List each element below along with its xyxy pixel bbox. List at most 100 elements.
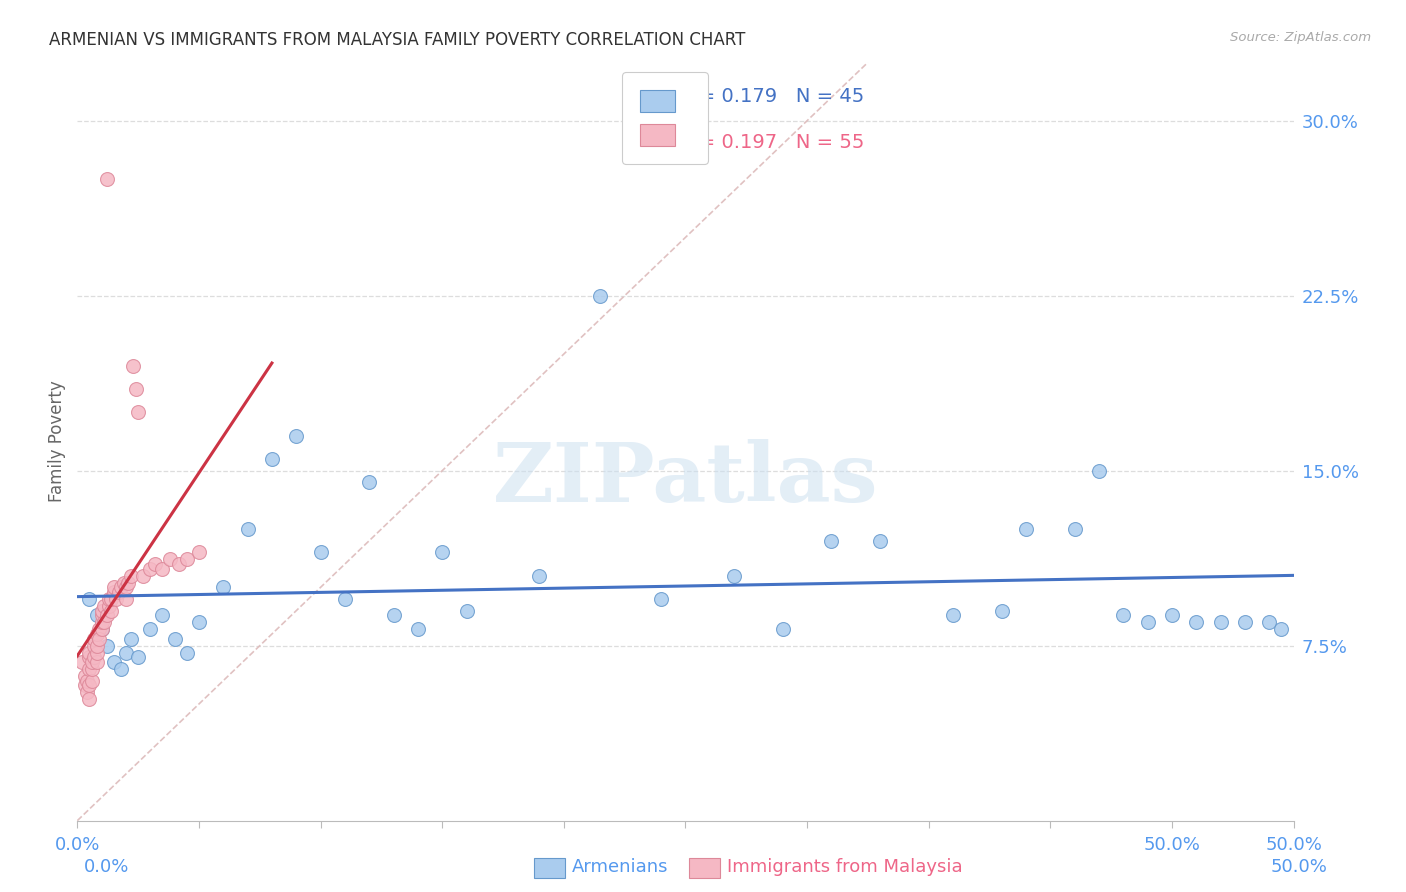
Point: [1063, 522, 1085, 536]
Point: [159, 552, 181, 566]
Point: [529, 568, 551, 582]
Point: [723, 568, 745, 582]
Point: [1112, 608, 1135, 623]
Point: [70, 655, 93, 669]
Point: [1088, 464, 1111, 478]
Point: [820, 533, 842, 548]
Point: [1015, 522, 1038, 536]
Point: [97, 599, 120, 613]
Point: [90, 623, 112, 637]
Text: 50.0%: 50.0%: [1271, 858, 1327, 876]
Point: [79, 678, 101, 692]
Point: [169, 557, 191, 571]
Point: [112, 575, 135, 590]
Point: [143, 557, 166, 571]
Point: [650, 592, 672, 607]
Point: [83, 632, 105, 646]
Point: [120, 632, 142, 646]
Point: [80, 655, 103, 669]
Text: R = 0.179   N = 45: R = 0.179 N = 45: [679, 87, 865, 106]
Point: [127, 650, 149, 665]
Point: [86, 655, 108, 669]
Point: [96, 608, 118, 623]
Point: [117, 575, 139, 590]
Point: [76, 673, 98, 688]
Point: [90, 604, 112, 618]
Point: [260, 452, 283, 467]
Point: [139, 623, 162, 637]
Point: [79, 692, 101, 706]
Point: [1258, 615, 1281, 630]
Point: [110, 580, 132, 594]
Point: [80, 673, 103, 688]
Legend: , : ,: [623, 72, 707, 164]
Point: [285, 428, 308, 442]
Point: [86, 646, 108, 660]
Point: [100, 604, 122, 618]
Point: [1136, 615, 1159, 630]
Point: [97, 592, 120, 607]
Point: [1209, 615, 1232, 630]
Point: [86, 639, 108, 653]
Point: [188, 545, 211, 559]
Point: [73, 678, 96, 692]
Point: [83, 639, 105, 653]
Point: [90, 623, 112, 637]
Point: [589, 289, 612, 303]
Point: [188, 615, 211, 630]
Point: [105, 592, 128, 607]
Point: [152, 608, 174, 623]
Point: [382, 608, 405, 623]
Point: [163, 632, 186, 646]
Point: [110, 662, 132, 676]
Point: [79, 646, 101, 660]
Point: [772, 623, 794, 637]
Text: Source: ZipAtlas.com: Source: ZipAtlas.com: [1230, 31, 1371, 45]
Point: [869, 533, 891, 548]
Point: [139, 562, 162, 576]
Point: [212, 580, 235, 594]
Point: [430, 545, 453, 559]
Point: [79, 662, 101, 676]
Point: [83, 650, 105, 665]
Point: [176, 646, 198, 660]
Point: [107, 585, 129, 599]
Point: [236, 522, 259, 536]
Point: [103, 585, 125, 599]
Point: [309, 545, 332, 559]
Point: [125, 382, 148, 396]
Point: [127, 405, 149, 419]
Point: [80, 662, 103, 676]
Point: [333, 592, 356, 607]
Point: [103, 655, 125, 669]
Text: ZIPatlas: ZIPatlas: [492, 440, 879, 519]
Point: [89, 632, 111, 646]
Point: [73, 669, 96, 683]
Point: [76, 685, 98, 699]
Point: [93, 615, 115, 630]
Text: 0.0%: 0.0%: [84, 858, 129, 876]
Point: [96, 639, 118, 653]
Text: R = 0.197   N = 55: R = 0.197 N = 55: [679, 133, 865, 152]
Point: [100, 592, 122, 607]
Text: Immigrants from Malaysia: Immigrants from Malaysia: [727, 858, 963, 876]
Point: [120, 568, 142, 582]
Point: [115, 580, 138, 594]
Point: [96, 172, 118, 186]
Point: [359, 475, 381, 490]
Point: [86, 627, 108, 641]
Point: [406, 623, 429, 637]
Point: [1233, 615, 1256, 630]
Y-axis label: Family Poverty: Family Poverty: [48, 381, 66, 502]
Point: [93, 599, 115, 613]
Point: [103, 580, 125, 594]
Point: [115, 592, 138, 607]
Point: [86, 608, 108, 623]
Point: [1270, 623, 1292, 637]
Point: [89, 623, 111, 637]
Point: [122, 359, 145, 373]
Text: Armenians: Armenians: [572, 858, 669, 876]
Point: [1161, 608, 1184, 623]
Point: [1185, 615, 1208, 630]
Point: [132, 568, 155, 582]
